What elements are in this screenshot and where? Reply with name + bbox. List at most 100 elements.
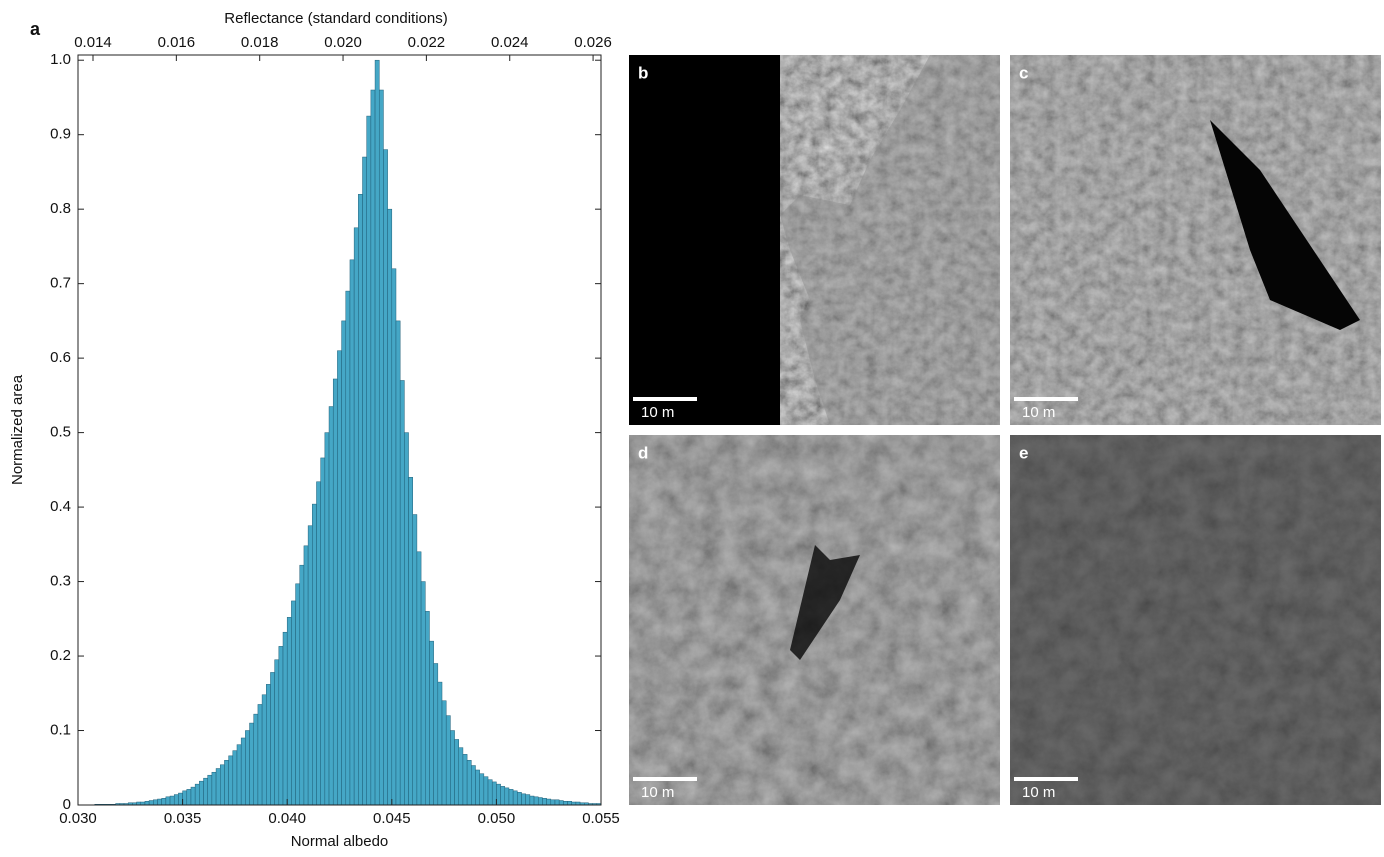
bar xyxy=(220,764,225,806)
bar xyxy=(186,789,192,806)
bar xyxy=(487,779,493,806)
bar xyxy=(312,503,317,806)
bar xyxy=(282,631,288,806)
y-tick-label: 0.7 xyxy=(50,275,71,292)
bar xyxy=(215,768,221,806)
scale-label: 10 m xyxy=(1022,784,1055,801)
bar xyxy=(558,800,564,806)
scale-label: 10 m xyxy=(641,784,674,801)
bar xyxy=(458,747,464,806)
x-tick-label: 0.035 xyxy=(164,810,202,827)
bar xyxy=(232,750,238,806)
bar xyxy=(249,722,254,806)
image-b xyxy=(629,55,1000,425)
bar xyxy=(433,663,439,806)
bar xyxy=(512,790,518,806)
bar xyxy=(517,792,522,806)
bar xyxy=(182,790,188,806)
y-tick-label: 0.1 xyxy=(50,721,71,738)
bar xyxy=(399,380,405,806)
bar xyxy=(395,320,401,806)
bar xyxy=(169,795,175,806)
x-tick-label: 0.040 xyxy=(268,810,306,827)
bar xyxy=(303,545,309,806)
bar xyxy=(144,801,150,806)
bar xyxy=(483,776,489,806)
image-panel-label: b xyxy=(638,63,648,82)
image-panel-label: d xyxy=(638,443,648,462)
scale-label: 10 m xyxy=(1022,404,1055,421)
bar xyxy=(286,617,292,806)
bar xyxy=(366,115,372,806)
bar xyxy=(537,797,543,806)
panel-label: a xyxy=(30,19,41,39)
bar xyxy=(412,514,418,806)
bar xyxy=(178,792,183,806)
bar xyxy=(475,769,480,806)
y-tick-label: 0 xyxy=(63,796,71,813)
bar xyxy=(207,774,213,806)
image-c xyxy=(1010,55,1381,425)
bar xyxy=(533,796,539,806)
bar xyxy=(328,406,334,806)
bar xyxy=(441,700,447,806)
bar xyxy=(337,350,342,806)
bar xyxy=(462,754,468,806)
y-tick-label: 0.2 xyxy=(50,647,71,664)
image-panels xyxy=(629,55,1381,805)
bar xyxy=(378,89,384,806)
bar xyxy=(349,259,355,806)
x2-axis-label: Reflectance (standard conditions) xyxy=(224,10,447,27)
plot-frame xyxy=(77,54,602,806)
bar xyxy=(236,744,242,806)
bar xyxy=(345,290,351,806)
y-tick-label: 0.5 xyxy=(50,424,71,441)
bar xyxy=(500,786,506,806)
bar xyxy=(425,611,430,806)
bar xyxy=(358,194,363,806)
bar xyxy=(324,432,330,806)
x-tick-label: 0.055 xyxy=(582,810,620,827)
bar xyxy=(466,760,472,806)
bar xyxy=(479,773,485,806)
x-tick-label: 0.045 xyxy=(373,810,411,827)
bar xyxy=(299,564,305,806)
y-tick-label: 0.4 xyxy=(50,498,71,515)
bar xyxy=(291,600,296,806)
bar xyxy=(341,320,347,806)
bar xyxy=(567,801,572,806)
bar xyxy=(374,59,380,806)
bar xyxy=(253,713,259,806)
bar xyxy=(224,760,229,806)
bar xyxy=(383,149,388,806)
bar xyxy=(245,730,250,806)
x2-tick-label: 0.020 xyxy=(324,34,362,51)
bar xyxy=(445,715,451,806)
y-tick-label: 1.0 xyxy=(50,51,71,68)
y-tick-label: 0.6 xyxy=(50,349,71,366)
bar xyxy=(320,457,326,806)
bar xyxy=(295,583,301,806)
bar xyxy=(278,646,284,806)
y-tick-label: 0.8 xyxy=(50,200,71,217)
bar xyxy=(266,684,271,806)
x-axis-label: Normal albedo xyxy=(291,833,389,850)
bar xyxy=(391,268,397,806)
bar xyxy=(240,737,246,806)
bar xyxy=(437,681,443,806)
bar xyxy=(546,798,552,806)
bar xyxy=(165,796,171,806)
bar xyxy=(554,799,560,806)
x2-tick-label: 0.026 xyxy=(574,34,612,51)
bar xyxy=(194,783,200,806)
bar xyxy=(521,793,526,806)
bar xyxy=(316,481,321,806)
bar xyxy=(429,640,434,806)
bar xyxy=(542,798,547,806)
x2-tick-label: 0.022 xyxy=(408,34,446,51)
bar xyxy=(203,777,208,806)
bar xyxy=(211,771,217,806)
bar xyxy=(563,801,568,806)
bar xyxy=(550,799,556,806)
